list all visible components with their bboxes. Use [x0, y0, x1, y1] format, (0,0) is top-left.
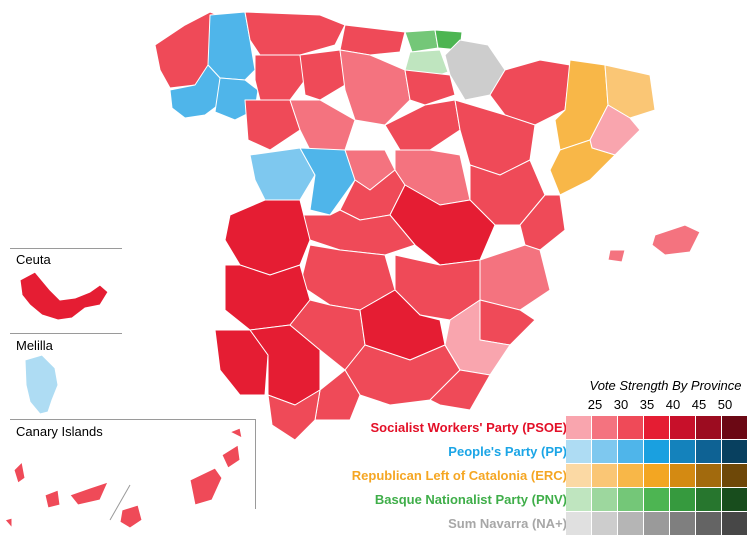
- legend-swatch: [566, 464, 591, 487]
- legend-swatch: [670, 488, 695, 511]
- legend-swatch: [566, 488, 591, 511]
- swatch-row-erc: [566, 464, 748, 488]
- legend-swatch: [670, 440, 695, 463]
- legend-swatch: [566, 416, 591, 439]
- legend-swatch: [644, 416, 669, 439]
- swatch-row-psoe: [566, 416, 748, 440]
- canary-frame-right: [255, 419, 256, 509]
- province-valencia[interactable]: [479, 244, 551, 311]
- legend-swatch: [618, 416, 643, 439]
- legend-swatch: [722, 440, 747, 463]
- legend-swatch: [644, 464, 669, 487]
- province-girona[interactable]: [604, 64, 656, 119]
- party-name-psoe: Socialist Workers' Party (PSOE): [370, 420, 567, 435]
- legend-swatch: [696, 416, 721, 439]
- legend-tick: 35: [639, 397, 655, 412]
- province-almeria[interactable]: [429, 344, 491, 411]
- legend-swatch: [644, 440, 669, 463]
- legend-title: Vote Strength By Province: [589, 378, 742, 393]
- province-valladolid[interactable]: [289, 99, 356, 151]
- legend-swatch: [670, 416, 695, 439]
- province-la-rioja[interactable]: [404, 69, 456, 106]
- province-cadiz[interactable]: [267, 389, 321, 441]
- legend-swatch: [592, 416, 617, 439]
- legend-swatch: [592, 440, 617, 463]
- legend-swatch: [722, 488, 747, 511]
- swatch-row-na: [566, 512, 748, 536]
- legend-swatch: [696, 488, 721, 511]
- legend-swatch: [696, 440, 721, 463]
- legend-swatch: [722, 416, 747, 439]
- province-cantabria[interactable]: [339, 24, 406, 56]
- legend-tick: 25: [587, 397, 603, 412]
- ceuta-frame-top: [10, 248, 122, 249]
- party-name-pnv: Basque Nationalist Party (PNV): [374, 492, 567, 507]
- province-asturias[interactable]: [244, 11, 346, 56]
- province-caceres[interactable]: [224, 199, 311, 276]
- legend-swatch: [618, 464, 643, 487]
- legend-swatch: [644, 488, 669, 511]
- legend-swatch: [670, 464, 695, 487]
- province-burgos[interactable]: [339, 49, 411, 126]
- legend-tick: 30: [613, 397, 629, 412]
- party-name-na: Sum Navarra (NA+): [448, 516, 567, 531]
- legend-swatch: [696, 464, 721, 487]
- province-toledo[interactable]: [299, 209, 416, 256]
- legend-swatch: [566, 440, 591, 463]
- legend-swatch: [722, 464, 747, 487]
- legend-swatch: [618, 440, 643, 463]
- canary-islands-shapes[interactable]: [4, 427, 243, 529]
- legend-swatch: [618, 512, 643, 535]
- legend-swatch: [670, 512, 695, 535]
- legend-swatch: [618, 488, 643, 511]
- province-leon[interactable]: [254, 54, 306, 101]
- province-palencia[interactable]: [299, 49, 346, 101]
- swatch-row-pp: [566, 440, 748, 464]
- party-name-erc: Republican Left of Catalonia (ERC): [351, 468, 567, 483]
- canary-islands-label: Canary Islands: [16, 424, 103, 439]
- province-balearic-islands[interactable]: [607, 224, 701, 263]
- melilla-shape[interactable]: [24, 354, 59, 415]
- party-name-pp: People's Party (PP): [448, 444, 567, 459]
- melilla-label: Melilla: [16, 338, 53, 353]
- swatch-row-pnv: [566, 488, 748, 512]
- legend-swatch: [592, 464, 617, 487]
- ceuta-shape[interactable]: [19, 271, 109, 321]
- province-alicante[interactable]: [479, 299, 536, 346]
- legend-swatch: [696, 512, 721, 535]
- province-tarragona[interactable]: [549, 139, 616, 196]
- melilla-frame-top: [10, 333, 122, 334]
- legend-tick: 50: [717, 397, 733, 412]
- province-navarra[interactable]: [444, 39, 506, 101]
- province-zamora[interactable]: [244, 99, 301, 151]
- province-bizkaia[interactable]: [404, 29, 439, 53]
- legend-swatch: [566, 512, 591, 535]
- ceuta-label: Ceuta: [16, 252, 51, 267]
- legend-swatch: [644, 512, 669, 535]
- canary-divider: [109, 484, 131, 521]
- legend-swatch: [722, 512, 747, 535]
- legend-tick: 40: [665, 397, 681, 412]
- legend-swatch: [592, 512, 617, 535]
- legend-tick: 45: [691, 397, 707, 412]
- legend-swatch: [592, 488, 617, 511]
- canary-frame-top: [10, 419, 256, 420]
